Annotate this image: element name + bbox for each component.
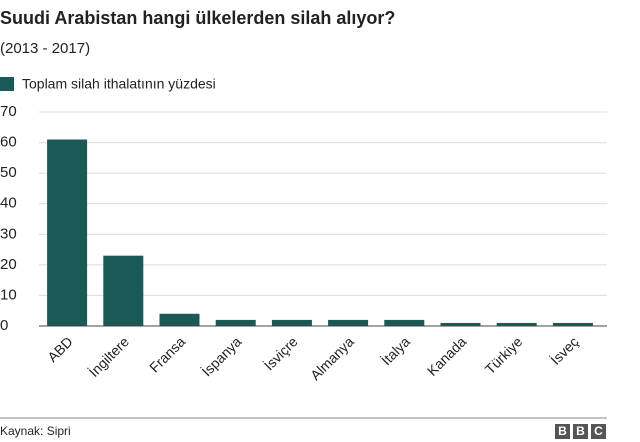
x-tick-label: İspanya	[198, 333, 245, 380]
bar	[384, 319, 425, 326]
y-tick-label: 40	[0, 195, 17, 212]
bar	[496, 322, 537, 326]
logo: B B C	[555, 424, 606, 439]
bar	[271, 319, 312, 326]
y-tick-label: 0	[0, 317, 8, 334]
y-tick-label: 50	[0, 164, 17, 181]
bar	[328, 319, 369, 326]
logo-letter: C	[594, 424, 603, 438]
x-tick-label: İsviçre	[260, 333, 301, 374]
bar	[552, 322, 593, 326]
source: Kaynak: Sipri	[0, 424, 71, 438]
x-tick-label: Kanada	[424, 333, 470, 379]
x-tick-label: Türkiye	[482, 333, 526, 377]
bar	[47, 139, 88, 326]
y-tick-label: 70	[0, 103, 17, 120]
bar	[103, 255, 144, 326]
x-tick-label: İtalya	[377, 333, 413, 369]
y-tick-label: 10	[0, 286, 17, 303]
legend-label: Toplam silah ithalatının yüzdesi	[22, 76, 216, 92]
legend-swatch	[0, 77, 14, 91]
bar	[159, 313, 200, 326]
bar	[215, 319, 256, 326]
bar	[440, 322, 481, 326]
y-tick-label: 20	[0, 256, 17, 273]
x-tick-label: İsveç	[547, 333, 582, 368]
y-tick-label: 30	[0, 225, 17, 242]
x-tick-label: Almanya	[307, 333, 357, 383]
logo-letter: B	[576, 424, 585, 438]
logo-box	[591, 424, 606, 439]
chart-subtitle: (2013 - 2017)	[0, 40, 90, 57]
logo-box	[573, 424, 588, 439]
x-tick-label: ABD	[44, 333, 76, 365]
y-tick-label: 60	[0, 134, 17, 151]
x-tick-label: İngiltere	[85, 333, 132, 380]
logo-letter: B	[558, 424, 567, 438]
chart-title: Suudi Arabistan hangi ülkelerden silah a…	[0, 8, 395, 28]
logo-box	[555, 424, 570, 439]
x-tick-label: Fransa	[146, 333, 188, 375]
